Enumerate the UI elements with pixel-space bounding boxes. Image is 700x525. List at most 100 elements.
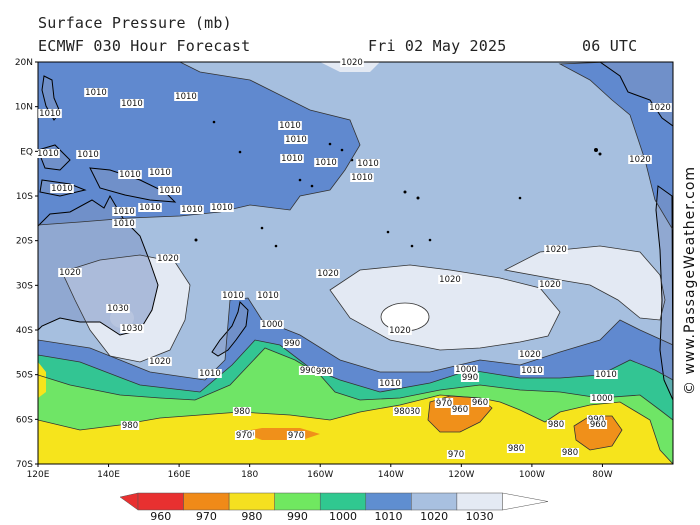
credit-text: © www.PassageWeather.com (682, 166, 698, 395)
isobar-label-bg (588, 420, 608, 429)
chart-title: Surface Pressure (mb) (38, 14, 232, 32)
forecast-date: Fri 02 May 2025 (368, 37, 507, 55)
isobar-label-bg (546, 420, 566, 429)
isobar-label-bg (648, 103, 672, 112)
lat-label: 10N (15, 103, 33, 113)
isobar-label-bg (148, 357, 172, 366)
isobar-label-bg (314, 367, 334, 376)
isobar-label-bg (450, 405, 470, 414)
isobar-label-bg (506, 444, 526, 453)
lon-label: 120W (448, 470, 474, 480)
land-new-zealand (211, 300, 249, 357)
legend-swatch (411, 492, 458, 511)
isobar-label-bg (198, 369, 222, 378)
isobar-label: 1010 (257, 291, 279, 301)
lon-label: 120E (27, 470, 50, 480)
isobar-label-bg (460, 373, 480, 382)
isobar-label-bg (340, 58, 364, 67)
isobar-label-bg (594, 370, 618, 379)
isobar-label: 1020 (341, 58, 363, 68)
isobar-label-bg (544, 245, 568, 254)
isobar-label: 1020 (439, 275, 461, 285)
isobar-label-bg (316, 269, 340, 278)
isobar-label: 1010 (357, 159, 379, 169)
land-australia (38, 194, 159, 336)
band-1010-east (560, 62, 673, 230)
band-above-1030-high (381, 303, 429, 331)
isobar-label-bg (38, 109, 62, 118)
isobar-label: 1030 (107, 304, 129, 314)
isobar-label: 1010 (159, 186, 181, 196)
isobar-label: 1010 (181, 205, 203, 215)
band-1030-southpacific (330, 265, 560, 350)
isobar-label-bg (112, 207, 136, 216)
isobar-label: 990 (462, 373, 478, 383)
isobar-label: 1010 (351, 173, 373, 183)
isobar-label: 1030 (121, 324, 143, 334)
isobar-label: 1010 (119, 170, 141, 180)
lat-label: 30S (16, 281, 33, 291)
band-980-west (38, 362, 46, 398)
isobar-label: 1020 (317, 269, 339, 279)
isobar-label: 1010 (77, 150, 99, 160)
isobar-label-bg (388, 326, 412, 335)
isobar-label-bg (434, 399, 454, 408)
isobar-label: 980 (508, 444, 524, 454)
isobar-label-bg (446, 450, 466, 459)
isobar-label-bg (256, 291, 280, 300)
isobar-label: 980 (234, 407, 250, 417)
isobar-label: 1020 (539, 280, 561, 290)
isobar-label-bg (58, 268, 82, 277)
isobar-label: 1010 (37, 149, 59, 159)
lat-label: 50S (16, 371, 33, 381)
isobar-label-bg (350, 173, 374, 182)
isobar-label: 990 (300, 366, 316, 376)
isobar-label-bg (402, 407, 422, 416)
isobar-label: 980 (394, 407, 410, 417)
isobar-label: 1010 (149, 168, 171, 178)
isobar-label: 990 (284, 339, 300, 349)
legend-label: 1000 (329, 510, 357, 523)
legend-label: 960 (150, 510, 171, 523)
legend-label: 980 (241, 510, 262, 523)
isobar-label: 970 (288, 431, 304, 441)
isobar-label-bg (76, 150, 100, 159)
legend-label: 1020 (420, 510, 448, 523)
isobar-label: 980 (548, 420, 564, 430)
band-980-sw (38, 440, 80, 464)
lon-label: 100W (519, 470, 545, 480)
lon-label: 140E (97, 470, 120, 480)
isobar-label: 990 (316, 367, 332, 377)
isobar-label-bg (232, 407, 252, 416)
isobar-label-bg (260, 320, 284, 329)
isobar-label-bg (120, 421, 140, 430)
isobar-label: 1020 (149, 357, 171, 367)
pacific-islands (194, 120, 602, 248)
band-1030-east (505, 246, 665, 320)
isobar-label: 960 (590, 420, 606, 430)
pressure-field (38, 62, 673, 464)
isobar-label: 980 (404, 407, 420, 417)
isobar-label-bg (520, 366, 544, 375)
legend-label: 1010 (375, 510, 403, 523)
isobar-label-bg (174, 92, 198, 101)
isobar-label: 1010 (175, 92, 197, 102)
legend-swatch (183, 492, 230, 511)
isobar-label-bg (454, 365, 478, 374)
isobar-label-bg (120, 324, 144, 333)
forecast-time: 06 UTC (582, 37, 638, 55)
legend-arrow-right (502, 492, 549, 511)
isobar-label: 1020 (59, 268, 81, 278)
lon-label: 80W (592, 470, 612, 480)
isobar-label-bg (138, 203, 162, 212)
isobar-label-bg (158, 186, 182, 195)
isobar-label-bg (314, 158, 338, 167)
isobar-label: 1010 (521, 366, 543, 376)
isobar-label-bg (234, 431, 254, 440)
isobar-label: 1000 (261, 320, 283, 330)
isobar-label-bg (560, 448, 580, 457)
legend-swatch (456, 492, 503, 511)
isobar-label: 1010 (39, 109, 61, 119)
lon-label: 160E (168, 470, 191, 480)
